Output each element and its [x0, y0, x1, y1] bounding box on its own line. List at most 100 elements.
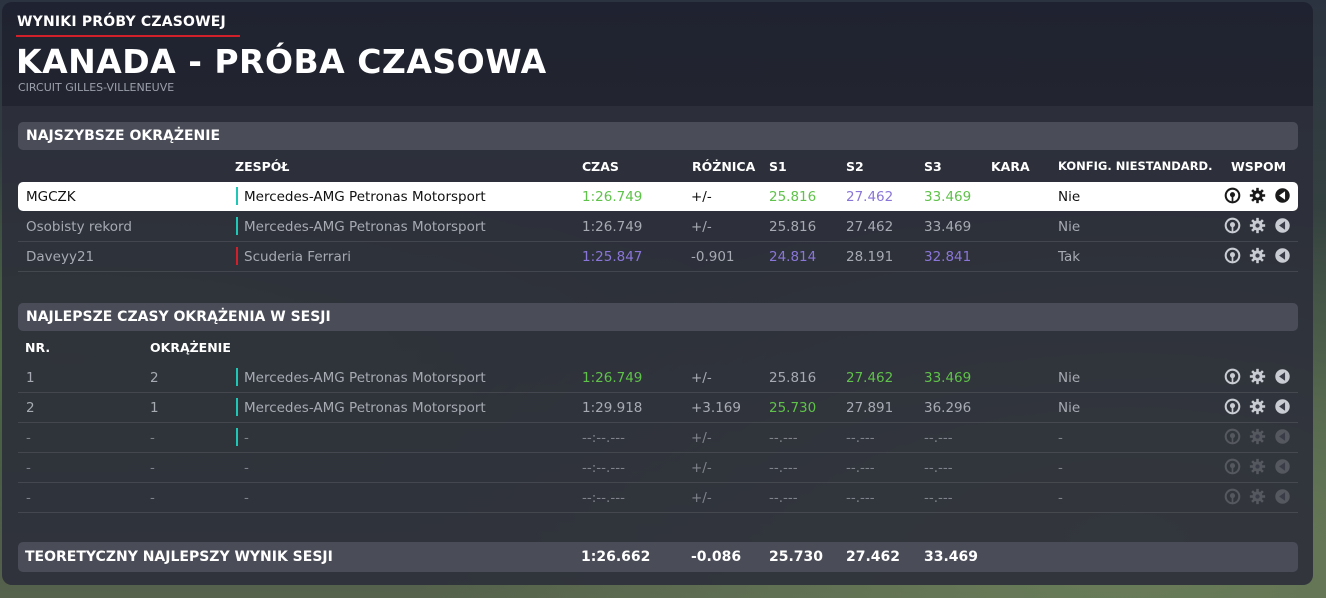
sector-2: 27.891 — [846, 400, 894, 416]
sector-3: 36.296 — [924, 400, 972, 416]
page-title: KANADA - PRÓBA CZASOWA — [16, 42, 547, 81]
team-color-bar — [236, 398, 238, 416]
session-laps-title: NAJLEPSZE CZASY OKRĄŻENIA W SESJI — [26, 309, 331, 325]
lap-time: 1:29.918 — [582, 400, 643, 416]
sector-2: --.--- — [846, 490, 875, 506]
table-row[interactable]: - - - --:--.--- +/- --.--- --.--- --.--- - — [18, 423, 1298, 453]
driver-name: Daveyy21 — [26, 249, 95, 265]
table-row[interactable]: 1 2 Mercedes-AMG Petronas Motorsport 1:26.7… — [18, 363, 1298, 393]
table-row[interactable]: 2 1 Mercedes-AMG Petronas Motorsport 1:29.9… — [18, 393, 1298, 423]
header-subtitle: WYNIKI PRÓBY CZASOWEJ — [17, 14, 226, 30]
header: WYNIKI PRÓBY CZASOWEJ KANADA - PRÓBA CZA… — [2, 2, 1313, 106]
team-color-bar — [236, 428, 238, 446]
sector-1: 25.816 — [769, 370, 817, 386]
team-color-bar — [236, 187, 238, 205]
lap-number: 2 — [150, 370, 159, 386]
row-number: - — [26, 460, 31, 476]
assist-icons[interactable] — [1224, 187, 1292, 207]
assist-icons[interactable] — [1224, 368, 1292, 388]
brake-icon — [1275, 489, 1290, 504]
team-name: Mercedes-AMG Petronas Motorsport — [244, 189, 486, 205]
sector-2: 27.462 — [846, 189, 894, 205]
brake-icon — [1275, 399, 1290, 414]
fastest-lap-title: NAJSZYBSZE OKRĄŻENIE — [26, 128, 221, 144]
table-row[interactable]: MGCZK Mercedes-AMG Petronas Motorsport 1:2… — [18, 182, 1298, 211]
sector-3: 33.469 — [924, 219, 972, 235]
assist-icons[interactable] — [1224, 217, 1292, 237]
brake-icon — [1275, 369, 1290, 384]
config-value: Nie — [1058, 189, 1081, 205]
table-row[interactable]: - - - --:--.--- +/- --.--- --.--- --.--- - — [18, 483, 1298, 513]
lap-time: --:--.--- — [582, 430, 625, 446]
col-lap: OKRĄŻENIE — [150, 340, 231, 355]
time-diff: +/- — [691, 490, 712, 506]
col-time: CZAS — [582, 159, 619, 174]
results-panel: WYNIKI PRÓBY CZASOWEJ KANADA - PRÓBA CZA… — [2, 2, 1313, 585]
team-name: - — [244, 490, 249, 506]
sector-1: --.--- — [769, 490, 798, 506]
steering-wheel-icon — [1224, 458, 1241, 475]
table-row[interactable]: - - - --:--.--- +/- --.--- --.--- --.--- - — [18, 453, 1298, 483]
time-diff: +/- — [691, 460, 712, 476]
sector-1: 24.814 — [769, 249, 817, 265]
steering-wheel-icon — [1224, 187, 1241, 204]
team-color-bar — [236, 368, 238, 386]
config-value: - — [1058, 490, 1063, 506]
sector-3: 33.469 — [924, 370, 972, 386]
steering-wheel-icon — [1224, 217, 1241, 234]
sector-2: 27.462 — [846, 370, 894, 386]
col-nr: NR. — [25, 340, 51, 355]
steering-wheel-icon — [1224, 428, 1241, 445]
table-row[interactable]: Daveyy21 Scuderia Ferrari 1:25.847 -0.901 24… — [18, 242, 1298, 272]
assist-icons[interactable] — [1224, 398, 1292, 418]
gear-icon — [1249, 368, 1266, 385]
circuit-name: CIRCUIT GILLES-VILLENEUVE — [18, 81, 175, 94]
gear-icon — [1249, 217, 1266, 234]
theoretical-label: TEORETYCZNY NAJLEPSZY WYNIK SESJI — [25, 549, 333, 565]
col-team: ZESPÓŁ — [235, 159, 290, 174]
col-s1: S1 — [769, 159, 787, 174]
brake-icon — [1275, 429, 1290, 444]
fastest-lap-section-bar: NAJSZYBSZE OKRĄŻENIE — [18, 122, 1298, 150]
assist-icons[interactable] — [1224, 247, 1292, 267]
steering-wheel-icon — [1224, 247, 1241, 264]
lap-time: --:--.--- — [582, 460, 625, 476]
lap-time: --:--.--- — [582, 490, 625, 506]
config-value: Nie — [1058, 400, 1081, 416]
config-value: - — [1058, 430, 1063, 446]
lap-number: 1 — [150, 400, 159, 416]
sector-2: 27.462 — [846, 219, 894, 235]
driver-name: MGCZK — [26, 189, 76, 205]
gear-icon — [1249, 458, 1266, 475]
assist-icons — [1224, 458, 1292, 478]
assist-icons — [1224, 428, 1292, 448]
sector-1: --.--- — [769, 460, 798, 476]
row-number: - — [26, 490, 31, 506]
col-config: KONFIG. NIESTANDARD. — [1058, 159, 1213, 173]
row-number: 2 — [26, 400, 35, 416]
assist-icons — [1224, 488, 1292, 508]
theoretical-time: 1:26.662 — [581, 549, 651, 565]
session-laps-section-bar: NAJLEPSZE CZASY OKRĄŻENIA W SESJI — [18, 303, 1298, 331]
sector-3: --.--- — [924, 460, 953, 476]
lap-time: 1:26.749 — [582, 189, 643, 205]
time-diff: -0.901 — [691, 249, 735, 265]
col-penalty: KARA — [991, 159, 1030, 174]
gear-icon — [1249, 187, 1266, 204]
gear-icon — [1249, 488, 1266, 505]
lap-time: 1:26.749 — [582, 370, 643, 386]
sector-1: 25.816 — [769, 219, 817, 235]
team-name: Mercedes-AMG Petronas Motorsport — [244, 370, 486, 386]
team-name: Mercedes-AMG Petronas Motorsport — [244, 219, 486, 235]
col-diff: RÓŻNICA — [692, 159, 756, 174]
theoretical-s3: 33.469 — [924, 549, 979, 565]
sector-3: 33.469 — [924, 189, 972, 205]
col-s2: S2 — [846, 159, 864, 174]
table-row[interactable]: Osobisty rekord Mercedes-AMG Petronas Mot… — [18, 212, 1298, 242]
gear-icon — [1249, 398, 1266, 415]
time-diff: +/- — [691, 430, 712, 446]
team-name: - — [244, 430, 249, 446]
theoretical-best-bar: TEORETYCZNY NAJLEPSZY WYNIK SESJI 1:26.6… — [18, 542, 1298, 572]
sector-1: 25.730 — [769, 400, 817, 416]
brake-icon — [1275, 248, 1290, 263]
